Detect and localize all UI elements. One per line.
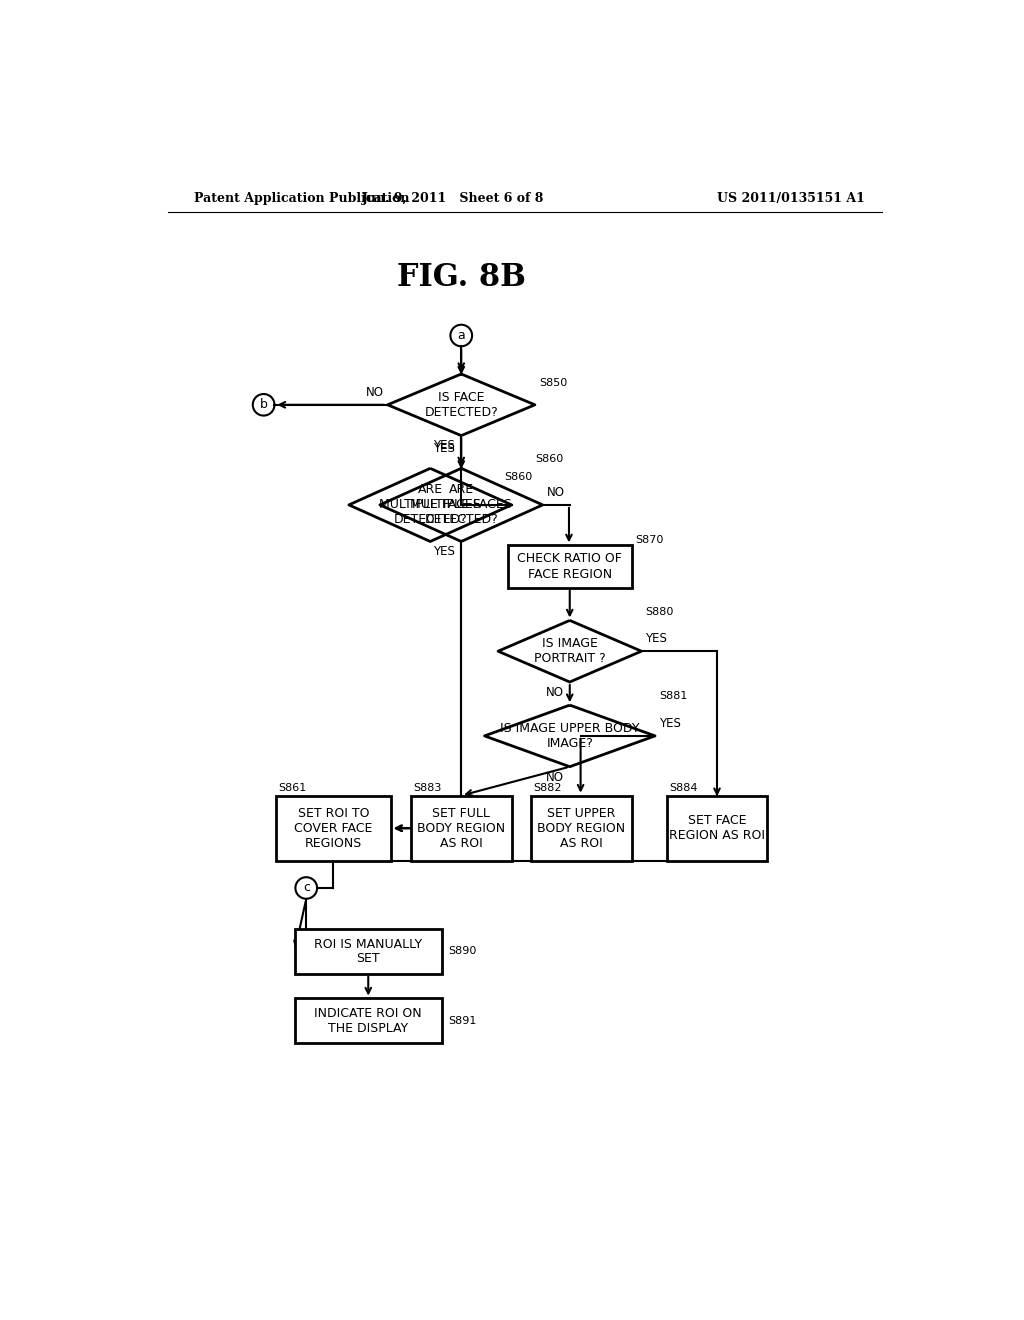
Text: YES: YES [433,440,455,453]
Text: Jun. 9, 2011   Sheet 6 of 8: Jun. 9, 2011 Sheet 6 of 8 [362,191,545,205]
Text: IS IMAGE UPPER BODY
IMAGE?: IS IMAGE UPPER BODY IMAGE? [500,722,640,750]
Bar [295,929,442,974]
Text: S883: S883 [414,783,441,793]
Bar [508,545,632,587]
Text: S860: S860 [535,454,563,465]
Text: S861: S861 [279,783,306,793]
Text: SET FULL
BODY REGION
AS ROI: SET FULL BODY REGION AS ROI [417,807,505,850]
Text: S870: S870 [636,536,664,545]
Text: S890: S890 [449,946,476,957]
Text: S882: S882 [534,783,562,793]
Bar [411,796,512,861]
Text: S884: S884 [669,783,697,793]
Text: ARE
MULTIPLE FACES
DETECTED?: ARE MULTIPLE FACES DETECTED? [379,483,481,527]
Text: NO: NO [366,385,384,399]
Text: SET UPPER
BODY REGION
AS ROI: SET UPPER BODY REGION AS ROI [538,807,626,850]
Text: S850: S850 [539,378,567,388]
Text: S860: S860 [504,473,532,482]
Bar [531,796,632,861]
Bar [667,796,767,861]
Text: YES: YES [433,545,455,558]
Text: ROI IS MANUALLY
SET: ROI IS MANUALLY SET [314,937,422,965]
Text: ARE
MULTIPLE FACES
DETECTED?: ARE MULTIPLE FACES DETECTED? [411,483,512,527]
Text: SET ROI TO
COVER FACE
REGIONS: SET ROI TO COVER FACE REGIONS [294,807,373,850]
Text: S880: S880 [645,607,674,616]
Text: NO: NO [546,771,563,784]
Text: YES: YES [433,442,455,455]
Text: CHECK RATIO OF
FACE REGION: CHECK RATIO OF FACE REGION [517,553,623,581]
Text: c: c [303,882,309,895]
Text: IS IMAGE
PORTRAIT ?: IS IMAGE PORTRAIT ? [534,638,605,665]
Text: INDICATE ROI ON
THE DISPLAY: INDICATE ROI ON THE DISPLAY [314,1007,422,1035]
Text: SET FACE
REGION AS ROI: SET FACE REGION AS ROI [669,814,765,842]
Text: US 2011/0135151 A1: US 2011/0135151 A1 [717,191,865,205]
Bar [295,998,442,1043]
Text: S891: S891 [449,1016,476,1026]
Bar [276,796,391,861]
Text: a: a [458,329,465,342]
Text: YES: YES [658,717,681,730]
Text: Patent Application Publication: Patent Application Publication [194,191,410,205]
Text: S881: S881 [658,692,687,701]
Text: FIG. 8B: FIG. 8B [397,263,525,293]
Text: NO: NO [546,686,563,698]
Text: b: b [260,399,267,412]
Text: IS FACE
DETECTED?: IS FACE DETECTED? [424,391,498,418]
Text: YES: YES [645,632,668,645]
Text: NO: NO [547,486,564,499]
